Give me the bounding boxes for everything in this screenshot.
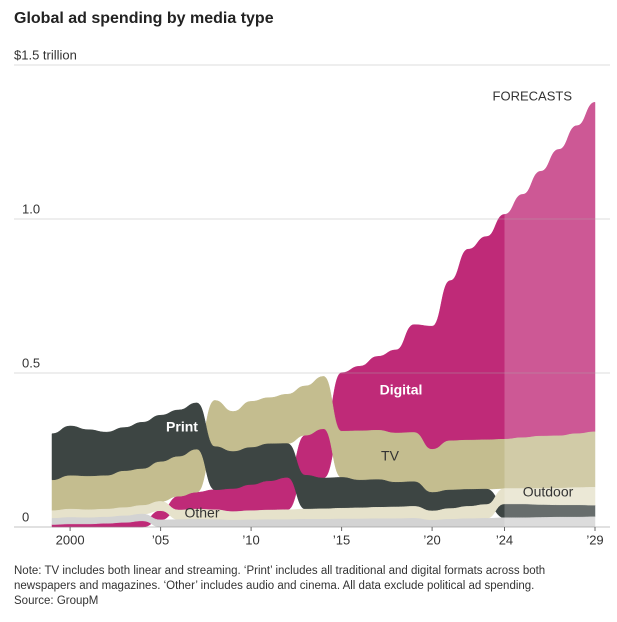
forecast-shade: [504, 65, 597, 527]
source: Source: GroupM: [14, 595, 99, 607]
x-tick-label: ’24: [496, 532, 513, 547]
x-tick-label: ’05: [152, 532, 169, 547]
x-tick-label: ’29: [586, 532, 603, 547]
series-label: Digital: [380, 382, 423, 398]
y-tick-label: 0: [22, 509, 29, 524]
y-tick-label: $1.5 trillion: [14, 47, 77, 62]
areas: [51, 102, 596, 528]
x-tick-label: ’15: [333, 532, 350, 547]
overlay: FORECASTS 0 0.5 1.0 $1.5 trillion 2000 ’05 ’10 ’…: [14, 47, 610, 547]
chart: Global ad spending by media type FORECAS…: [14, 10, 610, 547]
series-label: TV: [381, 448, 400, 464]
x-tick-label: 2000: [56, 532, 85, 547]
series-label: Other: [184, 505, 219, 521]
x-tick-label: ’20: [423, 532, 440, 547]
series-label: Outdoor: [523, 484, 574, 500]
footnote: Note: TV includes both linear and stream…: [14, 564, 609, 609]
annotation: FORECASTS: [493, 88, 573, 103]
y-tick-label: 1.0: [22, 201, 40, 216]
x-tick-label: ’10: [242, 532, 259, 547]
chart-title: Global ad spending by media type: [14, 10, 274, 27]
y-tick-label: 0.5: [22, 355, 40, 370]
note: Note: TV includes both linear and stream…: [14, 565, 546, 592]
series-label: Print: [166, 419, 198, 435]
